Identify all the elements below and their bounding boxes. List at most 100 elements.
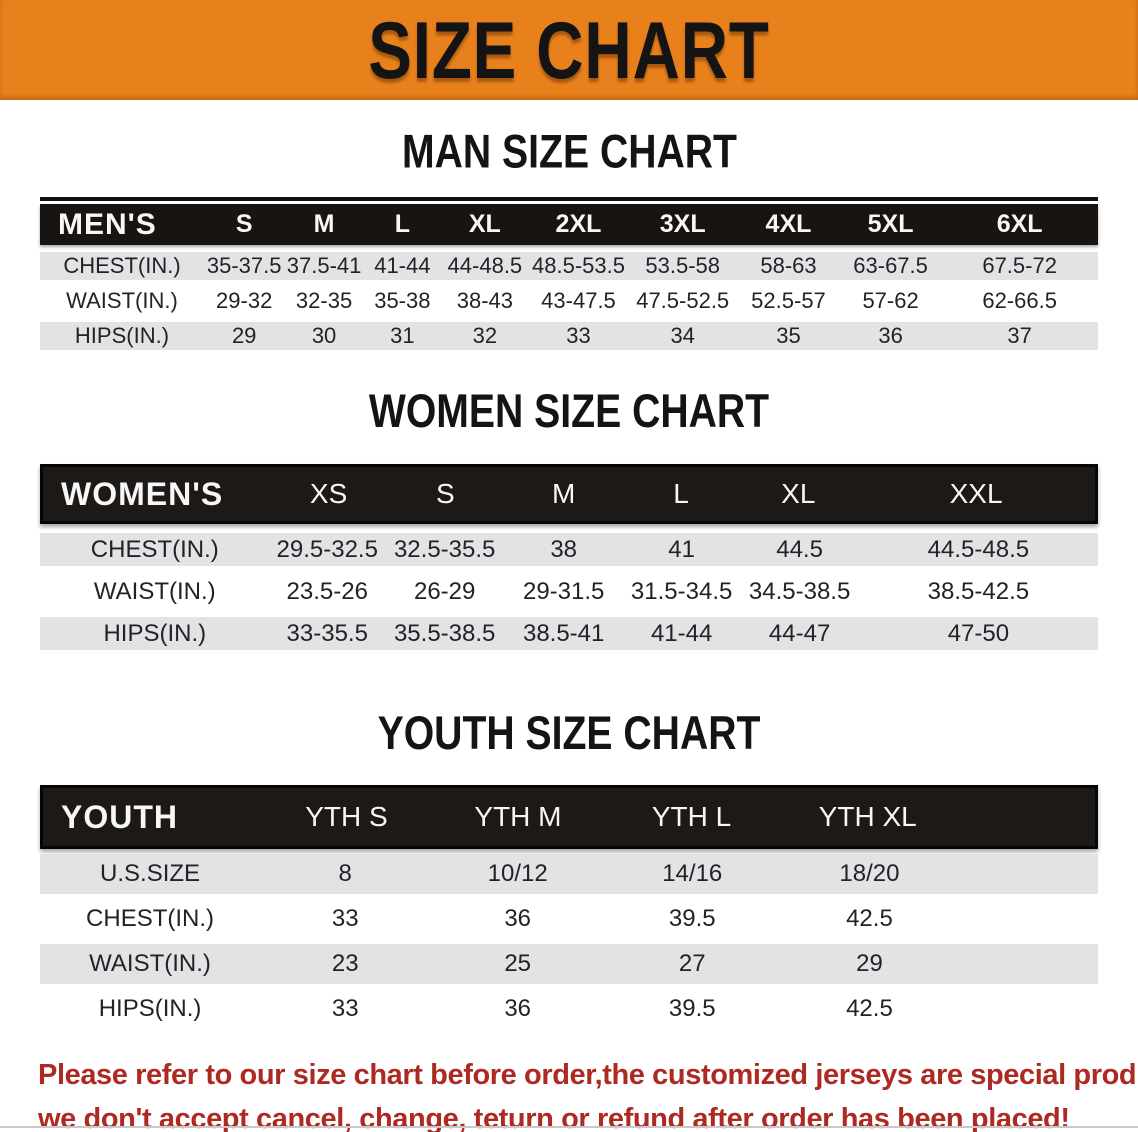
size-cell: 29-32 xyxy=(216,288,273,313)
men-table-top-rule xyxy=(40,197,1098,201)
size-cell: 67.5-72 xyxy=(982,253,1057,278)
column-header: 4XL xyxy=(765,210,812,238)
size-cell: 25 xyxy=(504,950,532,977)
size-cell: 47.5-52.5 xyxy=(636,288,730,313)
size-cell: 41 xyxy=(668,535,695,563)
size-cell: 36 xyxy=(504,905,532,932)
size-cell: 31 xyxy=(390,323,415,348)
size-cell: 37.5-41 xyxy=(286,253,362,278)
table-corner-label: WOMEN'S xyxy=(61,475,224,512)
men-size-table: MEN'S S M L XL 2XL 3XL 4XL 5XL 6XL CHEST(IN.) 35-37… xyxy=(40,204,1098,350)
size-cell: 44-48.5 xyxy=(447,253,523,278)
size-cell: 23 xyxy=(331,950,359,977)
row-label: WAIST(IN.) xyxy=(89,950,211,977)
column-header: YTH S xyxy=(305,801,388,832)
size-cell: 29 xyxy=(231,323,257,348)
size-cell: 32.5-35.5 xyxy=(393,535,496,563)
size-cell: 38-43 xyxy=(456,288,513,313)
size-cell: 43-47.5 xyxy=(541,288,616,313)
size-cell: 33 xyxy=(331,905,359,932)
banner-title: SIZE CHART xyxy=(368,3,770,96)
women-size-table-wrap: WOMEN'S XS S M L XL XXL CHEST(IN.) 29.5-32.5 32.5… xyxy=(40,464,1098,650)
size-cell: 35.5-38.5 xyxy=(393,619,496,647)
size-cell: 29-31.5 xyxy=(522,577,605,605)
column-header: M xyxy=(313,210,335,238)
column-header: M xyxy=(552,478,576,509)
column-header: XS xyxy=(309,478,348,509)
size-cell: 32 xyxy=(472,323,498,348)
column-header: YTH M xyxy=(474,801,562,832)
men-size-table-wrap: MEN'S S M L XL 2XL 3XL 4XL 5XL 6XL CHEST(IN.) 35-37… xyxy=(40,197,1098,350)
size-cell: 38 xyxy=(550,535,578,563)
row-label: CHEST(IN.) xyxy=(90,535,219,563)
bottom-divider xyxy=(0,1126,1138,1128)
size-cell: 36 xyxy=(878,323,903,348)
size-cell: 37 xyxy=(1007,323,1032,348)
column-header: 3XL xyxy=(659,210,706,238)
size-cell: 34.5-38.5 xyxy=(748,577,851,605)
row-label: CHEST(IN.) xyxy=(63,253,181,278)
size-cell: 29 xyxy=(856,950,883,977)
size-cell: 33 xyxy=(566,323,591,348)
size-cell: 42.5 xyxy=(846,905,893,932)
table-corner-label: MEN'S xyxy=(58,207,157,241)
size-cell: 14/16 xyxy=(662,860,723,887)
column-header: XL xyxy=(468,210,501,238)
youth-size-section: YOUTH SIZE CHART YOUTH YTH S YTH M YTH L YTH… xyxy=(0,705,1138,1029)
size-cell: 44.5 xyxy=(776,535,823,563)
women-section-heading: WOMEN SIZE CHART xyxy=(0,384,1138,438)
table-row: WAIST(IN.) 29-32 32-35 35-38 38-43 43-47.5 47.… xyxy=(40,287,1098,315)
size-cell: 44.5-48.5 xyxy=(927,535,1030,563)
youth-size-table-wrap: YOUTH YTH S YTH M YTH L YTH XL U.S.SIZE 8 10/12… xyxy=(40,785,1098,1029)
size-cell: 39.5 xyxy=(668,995,716,1022)
size-cell: 52.5-57 xyxy=(751,288,826,313)
column-header: S xyxy=(235,210,253,238)
size-cell: 29.5-32.5 xyxy=(276,535,378,563)
table-row: HIPS(IN.) 33 36 39.5 42.5 xyxy=(40,989,1098,1029)
size-cell: 48.5-53.5 xyxy=(532,253,625,278)
size-cell: 63-67.5 xyxy=(853,253,928,278)
youth-section-heading-text: YOUTH SIZE CHART xyxy=(377,705,761,760)
column-header: XXL xyxy=(949,478,1003,509)
row-label: HIPS(IN.) xyxy=(103,619,207,647)
size-cell: 36 xyxy=(504,995,532,1022)
size-cell: 35 xyxy=(776,323,801,348)
youth-size-table: YOUTH YTH S YTH M YTH L YTH XL U.S.SIZE 8 10/12… xyxy=(40,785,1098,1029)
row-label: CHEST(IN.) xyxy=(86,905,215,932)
size-cell: 58-63 xyxy=(760,253,817,278)
women-size-table: WOMEN'S XS S M L XL XXL CHEST(IN.) 29.5-32.5 32.5… xyxy=(40,464,1098,650)
size-cell: 38.5-41 xyxy=(522,619,605,647)
size-cell: 8 xyxy=(338,860,352,887)
size-cell: 30 xyxy=(311,323,337,348)
table-row: CHEST(IN.) 35-37.5 37.5-41 41-44 44-48.5 48.5… xyxy=(40,252,1098,280)
size-cell: 33-35.5 xyxy=(286,619,368,647)
column-header: 2XL xyxy=(555,210,602,238)
size-cell: 39.5 xyxy=(668,905,716,932)
table-header-band: WOMEN'S XS S M L XL XXL xyxy=(40,464,1098,524)
table-corner-label: YOUTH xyxy=(61,798,178,835)
size-chart-banner: SIZE CHART xyxy=(0,0,1138,100)
women-size-section: WOMEN SIZE CHART WOMEN'S XS S M L XL XXL CHEST(… xyxy=(0,384,1138,650)
size-cell: 27 xyxy=(678,950,706,977)
size-cell: 33 xyxy=(331,995,359,1022)
youth-section-heading: YOUTH SIZE CHART xyxy=(0,705,1138,760)
table-row: CHEST(IN.) 33 36 39.5 42.5 xyxy=(40,899,1098,939)
size-cell: 34 xyxy=(670,323,695,348)
row-label: HIPS(IN.) xyxy=(98,995,202,1022)
table-header-band: MEN'S S M L XL 2XL 3XL 4XL 5XL 6XL xyxy=(40,204,1098,245)
size-cell: 53.5-58 xyxy=(645,253,720,278)
row-label: WAIST(IN.) xyxy=(93,577,216,605)
table-row: WAIST(IN.) 23 25 27 29 xyxy=(40,944,1098,984)
row-label: WAIST(IN.) xyxy=(66,288,178,313)
column-header: XL xyxy=(781,478,816,509)
order-disclaimer: Please refer to our size chart before or… xyxy=(38,1054,1138,1132)
table-header-band: YOUTH YTH S YTH M YTH L YTH XL xyxy=(40,785,1098,849)
column-header: S xyxy=(436,478,455,509)
column-header: YTH XL xyxy=(818,801,917,832)
table-row: WAIST(IN.) 23.5-26 26-29 29-31.5 31.5-34.5 34… xyxy=(40,575,1098,608)
table-row: CHEST(IN.) 29.5-32.5 32.5-35.5 38 41 44.5 44.5… xyxy=(40,533,1098,566)
row-label: HIPS(IN.) xyxy=(74,323,170,348)
column-header: L xyxy=(394,210,410,238)
size-cell: 23.5-26 xyxy=(286,577,368,605)
size-cell: 42.5 xyxy=(846,995,893,1022)
